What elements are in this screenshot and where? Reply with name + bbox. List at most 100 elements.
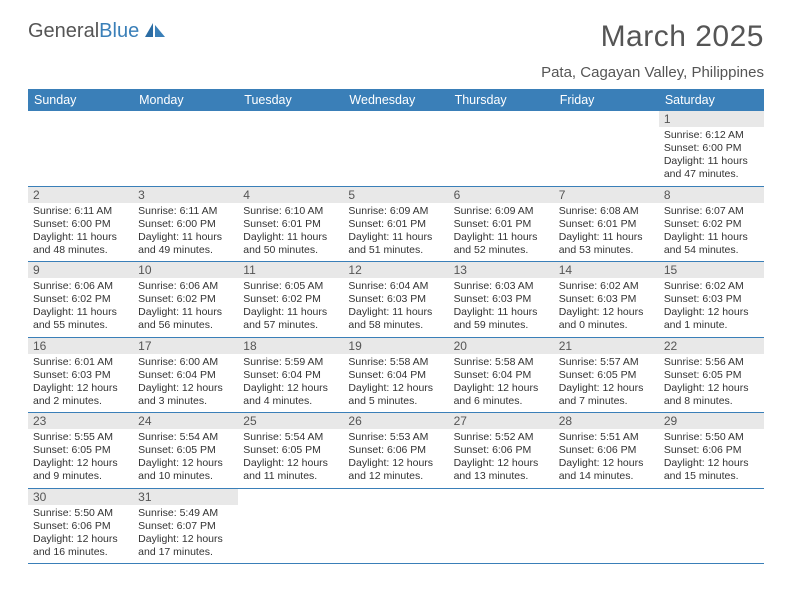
calendar-cell: . [554,111,659,186]
calendar-cell: 3Sunrise: 6:11 AMSunset: 6:00 PMDaylight… [133,186,238,262]
calendar-week: 23Sunrise: 5:55 AMSunset: 6:05 PMDayligh… [28,413,764,489]
sunset-text: Sunset: 6:02 PM [138,293,233,306]
day-details: Sunrise: 6:12 AMSunset: 6:00 PMDaylight:… [659,127,764,186]
calendar-cell: . [449,111,554,186]
sunset-text: Sunset: 6:06 PM [454,444,549,457]
daylight-text: Daylight: 12 hours and 16 minutes. [33,533,128,559]
daylight-text: Daylight: 12 hours and 5 minutes. [348,382,443,408]
day-number: 5 [343,187,448,203]
sunrise-text: Sunrise: 5:57 AM [559,356,654,369]
sunrise-text: Sunrise: 5:54 AM [138,431,233,444]
sunset-text: Sunset: 6:04 PM [348,369,443,382]
day-number: 28 [554,413,659,429]
sunrise-text: Sunrise: 6:09 AM [348,205,443,218]
sunrise-text: Sunrise: 5:55 AM [33,431,128,444]
calendar-cell: 12Sunrise: 6:04 AMSunset: 6:03 PMDayligh… [343,262,448,338]
calendar-cell: 23Sunrise: 5:55 AMSunset: 6:05 PMDayligh… [28,413,133,489]
day-details: Sunrise: 6:04 AMSunset: 6:03 PMDaylight:… [343,278,448,337]
day-details: Sunrise: 6:00 AMSunset: 6:04 PMDaylight:… [133,354,238,413]
daylight-text: Daylight: 11 hours and 57 minutes. [243,306,338,332]
calendar-cell: 2Sunrise: 6:11 AMSunset: 6:00 PMDaylight… [28,186,133,262]
sunrise-text: Sunrise: 5:50 AM [664,431,759,444]
day-details: Sunrise: 6:09 AMSunset: 6:01 PMDaylight:… [449,203,554,262]
calendar-cell: 18Sunrise: 5:59 AMSunset: 6:04 PMDayligh… [238,337,343,413]
daylight-text: Daylight: 11 hours and 56 minutes. [138,306,233,332]
day-number: 16 [28,338,133,354]
sunset-text: Sunset: 6:03 PM [664,293,759,306]
day-number: 12 [343,262,448,278]
sunrise-text: Sunrise: 5:49 AM [138,507,233,520]
daylight-text: Daylight: 12 hours and 4 minutes. [243,382,338,408]
day-details: Sunrise: 6:11 AMSunset: 6:00 PMDaylight:… [28,203,133,262]
day-number: 24 [133,413,238,429]
daylight-text: Daylight: 12 hours and 3 minutes. [138,382,233,408]
day-number: 6 [449,187,554,203]
calendar-body: . . . . . . 1Sunrise: 6:12 AMSunset: 6:0… [28,111,764,564]
calendar-week: 30Sunrise: 5:50 AMSunset: 6:06 PMDayligh… [28,488,764,564]
daylight-text: Daylight: 11 hours and 58 minutes. [348,306,443,332]
day-number: 13 [449,262,554,278]
brand-logo: GeneralBlue [28,20,167,43]
day-details: Sunrise: 5:56 AMSunset: 6:05 PMDaylight:… [659,354,764,413]
calendar-cell: . [238,111,343,186]
daylight-text: Daylight: 11 hours and 54 minutes. [664,231,759,257]
day-details: Sunrise: 6:11 AMSunset: 6:00 PMDaylight:… [133,203,238,262]
calendar-cell: 25Sunrise: 5:54 AMSunset: 6:05 PMDayligh… [238,413,343,489]
sunset-text: Sunset: 6:02 PM [33,293,128,306]
calendar-cell [238,488,343,564]
day-details: Sunrise: 6:09 AMSunset: 6:01 PMDaylight:… [343,203,448,262]
sunrise-text: Sunrise: 5:59 AM [243,356,338,369]
sunset-text: Sunset: 6:05 PM [243,444,338,457]
sunrise-text: Sunrise: 5:58 AM [454,356,549,369]
day-number: 2 [28,187,133,203]
day-number: 8 [659,187,764,203]
sunrise-text: Sunrise: 5:52 AM [454,431,549,444]
calendar-cell: 21Sunrise: 5:57 AMSunset: 6:05 PMDayligh… [554,337,659,413]
sunset-text: Sunset: 6:05 PM [559,369,654,382]
weekday-header: Friday [554,89,659,111]
day-details: Sunrise: 5:49 AMSunset: 6:07 PMDaylight:… [133,505,238,564]
calendar-week: 9Sunrise: 6:06 AMSunset: 6:02 PMDaylight… [28,262,764,338]
daylight-text: Daylight: 11 hours and 52 minutes. [454,231,549,257]
day-details: Sunrise: 6:03 AMSunset: 6:03 PMDaylight:… [449,278,554,337]
calendar-cell: 7Sunrise: 6:08 AMSunset: 6:01 PMDaylight… [554,186,659,262]
day-details: Sunrise: 5:52 AMSunset: 6:06 PMDaylight:… [449,429,554,488]
calendar-cell: 6Sunrise: 6:09 AMSunset: 6:01 PMDaylight… [449,186,554,262]
weekday-header: Thursday [449,89,554,111]
day-details: Sunrise: 6:02 AMSunset: 6:03 PMDaylight:… [554,278,659,337]
daylight-text: Daylight: 11 hours and 55 minutes. [33,306,128,332]
sunrise-text: Sunrise: 6:06 AM [138,280,233,293]
calendar-cell [659,488,764,564]
sunset-text: Sunset: 6:03 PM [559,293,654,306]
month-title: March 2025 [541,20,764,54]
sunrise-text: Sunrise: 6:01 AM [33,356,128,369]
calendar-cell: . [343,111,448,186]
calendar-cell: 16Sunrise: 6:01 AMSunset: 6:03 PMDayligh… [28,337,133,413]
sunrise-text: Sunrise: 6:05 AM [243,280,338,293]
day-details: Sunrise: 6:10 AMSunset: 6:01 PMDaylight:… [238,203,343,262]
sunset-text: Sunset: 6:01 PM [454,218,549,231]
day-number: 4 [238,187,343,203]
day-details: Sunrise: 6:05 AMSunset: 6:02 PMDaylight:… [238,278,343,337]
daylight-text: Daylight: 11 hours and 53 minutes. [559,231,654,257]
day-details: Sunrise: 5:53 AMSunset: 6:06 PMDaylight:… [343,429,448,488]
day-number: 11 [238,262,343,278]
daylight-text: Daylight: 12 hours and 17 minutes. [138,533,233,559]
daylight-text: Daylight: 12 hours and 13 minutes. [454,457,549,483]
sunset-text: Sunset: 6:05 PM [138,444,233,457]
day-details: Sunrise: 5:50 AMSunset: 6:06 PMDaylight:… [659,429,764,488]
day-details: Sunrise: 5:59 AMSunset: 6:04 PMDaylight:… [238,354,343,413]
sunset-text: Sunset: 6:00 PM [138,218,233,231]
sunset-text: Sunset: 6:03 PM [454,293,549,306]
sunset-text: Sunset: 6:05 PM [33,444,128,457]
sunset-text: Sunset: 6:06 PM [664,444,759,457]
calendar-cell: 29Sunrise: 5:50 AMSunset: 6:06 PMDayligh… [659,413,764,489]
sunset-text: Sunset: 6:02 PM [243,293,338,306]
sunrise-text: Sunrise: 6:08 AM [559,205,654,218]
daylight-text: Daylight: 12 hours and 10 minutes. [138,457,233,483]
calendar-week: 2Sunrise: 6:11 AMSunset: 6:00 PMDaylight… [28,186,764,262]
calendar-cell: 22Sunrise: 5:56 AMSunset: 6:05 PMDayligh… [659,337,764,413]
day-number: 3 [133,187,238,203]
sunset-text: Sunset: 6:00 PM [664,142,759,155]
calendar-header-row: SundayMondayTuesdayWednesdayThursdayFrid… [28,89,764,111]
